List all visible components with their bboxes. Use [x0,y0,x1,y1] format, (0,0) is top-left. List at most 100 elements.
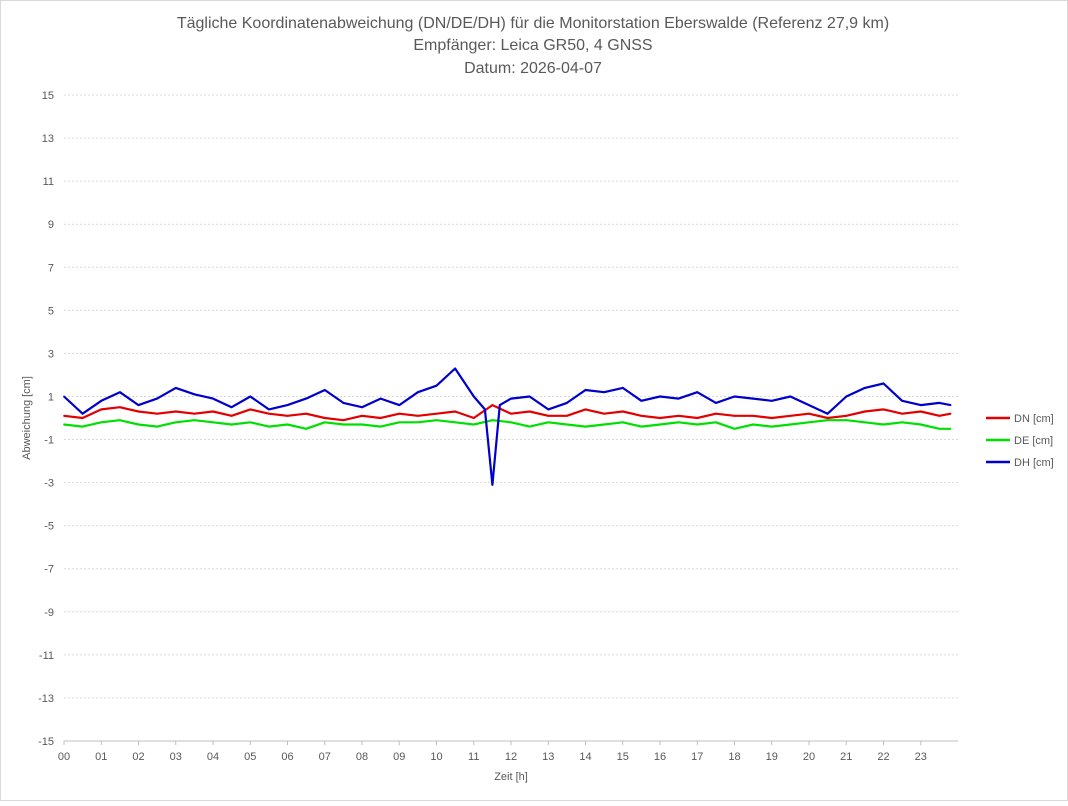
data-point [379,397,382,400]
y-tick-label: -9 [44,607,54,619]
data-point [584,389,587,391]
data-point [603,412,606,415]
data-point [342,419,345,422]
data-point [398,404,401,406]
y-tick-label: -13 [38,693,54,705]
data-point [249,395,252,398]
x-tick-label: 01 [95,751,107,763]
data-point [212,410,214,413]
data-point [454,367,457,370]
data-point [826,419,829,422]
series-lines [63,367,952,486]
data-point [174,421,177,424]
data-point [845,419,848,422]
data-point [621,410,624,413]
data-point [752,423,755,426]
data-point [81,425,84,428]
data-point [919,404,922,406]
y-tick-label: -11 [39,650,54,662]
data-point [696,423,699,426]
data-point [640,414,643,417]
gridlines [64,94,958,742]
data-point [484,408,486,411]
x-tick-label: 17 [691,751,703,763]
data-point [901,399,904,402]
x-tick-label: 13 [542,751,554,763]
data-point [63,423,65,426]
data-point [342,423,345,426]
data-point [100,408,103,411]
data-point [584,425,587,428]
data-point [323,417,326,419]
data-point [100,421,103,424]
data-point [714,421,717,424]
data-point [156,412,159,415]
data-point [212,397,214,400]
data-point [547,414,550,417]
data-point [472,395,475,398]
x-tick-label: 19 [766,751,778,763]
data-point [733,414,736,417]
y-tick-label: -15 [38,736,54,748]
series-0 [63,404,952,422]
x-tick-label: 16 [654,751,666,763]
data-point [882,408,885,411]
data-point [118,419,121,422]
data-point [230,406,233,409]
data-point [510,421,512,424]
data-point [547,421,550,424]
data-point [677,397,680,400]
data-point [733,395,736,398]
data-point [808,421,810,424]
data-point [193,412,196,415]
x-tick-label: 10 [430,751,442,763]
data-point [919,410,922,413]
data-point [361,423,363,426]
x-tick-label: 05 [244,751,256,763]
y-tick-label: -5 [44,521,54,533]
data-point [174,386,177,389]
data-point [752,414,755,417]
data-point [472,423,475,426]
chart-title-line-2: Empfänger: Leica GR50, 4 GNSS [413,37,652,54]
data-point [528,395,531,398]
data-point [659,417,661,419]
data-point [249,421,252,424]
data-point [696,391,699,394]
chart-title-line-3: Datum: 2026-04-07 [464,60,602,77]
data-point [416,421,419,424]
data-point [342,402,345,404]
data-point [603,423,606,426]
y-tick-label: -7 [44,564,54,576]
data-point [286,404,289,406]
series-2 [63,367,952,486]
x-tick-label: 03 [170,751,182,763]
data-point [938,427,941,430]
x-tick-label: 14 [579,751,591,763]
legend-label: DH [cm] [1014,457,1054,469]
y-tick-label: 1 [48,391,54,403]
data-point [528,425,531,428]
x-tick-label: 06 [281,751,293,763]
data-point [677,421,680,424]
y-tick-label: 7 [48,262,54,274]
data-point [398,421,401,424]
data-point [454,410,457,413]
data-point [435,384,438,387]
data-point [323,421,326,424]
data-point [491,419,494,422]
x-tick-label: 00 [58,751,70,763]
data-point [286,423,289,426]
data-point [305,397,308,400]
x-tick-labels: 00 01 02 03 04 05 06 07 08 09 10 11 12 13 14 15 16 17 18 19… [58,740,958,763]
y-tick-label: 13 [42,133,54,145]
data-point [603,391,606,394]
data-point [789,423,792,426]
data-point [677,414,680,417]
series-1 [63,419,952,430]
data-point [845,395,848,398]
data-point [863,386,866,389]
data-point [156,425,159,428]
data-point [949,427,952,430]
